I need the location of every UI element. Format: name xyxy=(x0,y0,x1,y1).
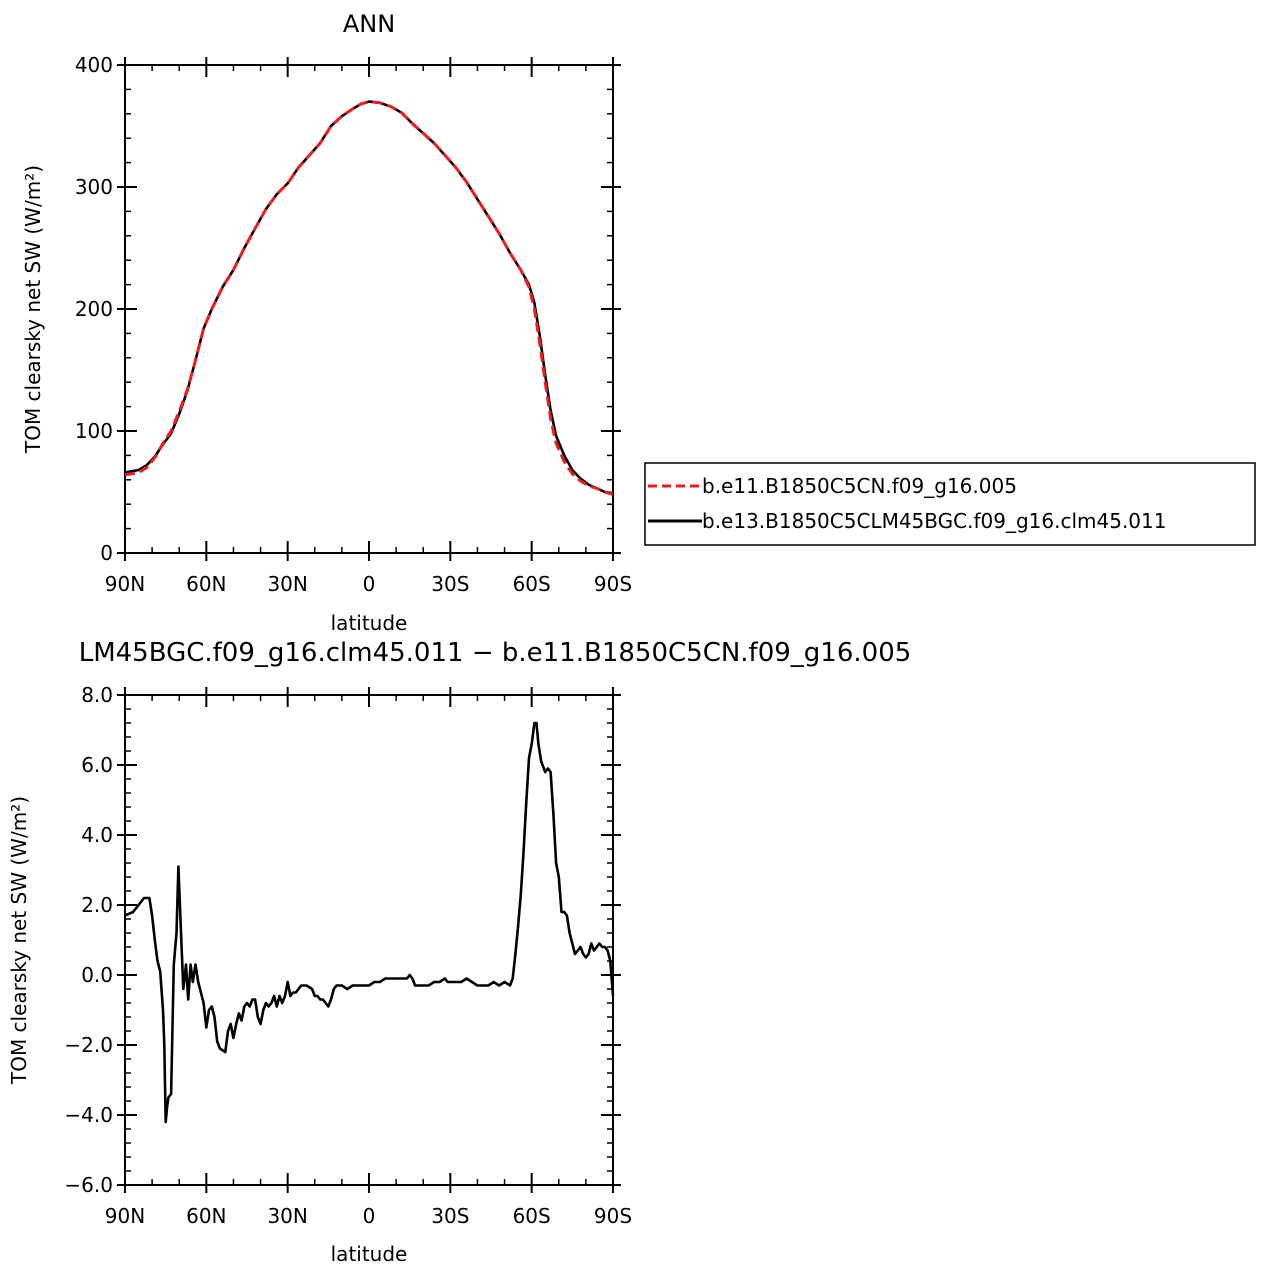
bottom-x-tick-label: 90N xyxy=(105,1204,145,1228)
top-y-tick-label: 400 xyxy=(75,53,113,77)
bottom-x-axis-label: latitude xyxy=(331,1242,408,1266)
bottom-x-axis: 90N 60N 30N 0 30S 60S 90S xyxy=(105,687,632,1228)
top-plot-frame xyxy=(124,64,614,554)
bottom-x-tick-label: 90S xyxy=(594,1204,632,1228)
bottom-y-tick-label: 0.0 xyxy=(81,963,113,987)
bottom-y-tick-label: −2.0 xyxy=(64,1033,113,1057)
top-x-tick-label: 90N xyxy=(105,572,145,596)
top-x-tick-label: 60N xyxy=(186,572,226,596)
bottom-y-tick-label: 6.0 xyxy=(81,753,113,777)
top-panel: ANN 0 100 200 300 400 90N 60N 30N 0 30S 60S 90S la… xyxy=(21,10,632,635)
top-x-tick-label: 0 xyxy=(363,572,376,596)
top-series-line-2 xyxy=(124,100,614,495)
top-x-axis-label: latitude xyxy=(331,611,408,635)
bottom-y-tick-label: 2.0 xyxy=(81,893,113,917)
bottom-y-tick-label: 8.0 xyxy=(81,683,113,707)
bottom-x-tick-label: 60S xyxy=(513,1204,551,1228)
top-x-tick-label: 60S xyxy=(513,572,551,596)
bottom-x-tick-label: 60N xyxy=(186,1204,226,1228)
top-y-tick-label: 200 xyxy=(75,297,113,321)
bottom-series-layer xyxy=(124,721,615,1124)
top-chart-title: ANN xyxy=(343,10,395,38)
bottom-panel: LM45BGC.f09_g16.clm45.011 − b.e11.B1850C… xyxy=(7,638,911,1266)
legend-box xyxy=(644,462,1256,546)
bottom-x-tick-label: 30S xyxy=(431,1204,469,1228)
top-x-tick-label: 30S xyxy=(431,572,469,596)
bottom-chart-title: LM45BGC.f09_g16.clm45.011 − b.e11.B1850C… xyxy=(79,638,912,668)
bottom-x-tick-label: 0 xyxy=(363,1204,376,1228)
legend-label-series-1: b.e11.B1850C5CN.f09_g16.005 xyxy=(702,474,1017,498)
top-x-tick-label: 90S xyxy=(594,572,632,596)
legend: b.e11.B1850C5CN.f09_g16.005 b.e13.B1850C… xyxy=(644,462,1256,546)
bottom-y-tick-label: −6.0 xyxy=(64,1173,113,1197)
bottom-y-axis-label: TOM clearsky net SW (W/m²) xyxy=(7,796,31,1085)
top-x-tick-label: 30N xyxy=(267,572,307,596)
top-y-axis: 0 100 200 300 400 xyxy=(75,53,621,565)
top-series-line-1 xyxy=(124,100,614,496)
bottom-plot-frame xyxy=(124,694,614,1186)
bottom-y-axis: −6.0 −4.0 −2.0 0.0 2.0 4.0 6.0 8.0 xyxy=(64,683,621,1197)
legend-label-series-2: b.e13.B1850C5CLM45BGC.f09_g16.clm45.011 xyxy=(702,509,1166,533)
bottom-series-line-1 xyxy=(124,721,615,1124)
bottom-y-tick-label: 4.0 xyxy=(81,823,113,847)
top-series-layer xyxy=(124,100,614,496)
bottom-x-tick-label: 30N xyxy=(267,1204,307,1228)
top-y-tick-label: 300 xyxy=(75,175,113,199)
top-y-tick-label: 100 xyxy=(75,419,113,443)
top-y-tick-label: 0 xyxy=(100,541,113,565)
bottom-y-tick-label: −4.0 xyxy=(64,1103,113,1127)
top-x-axis: 90N 60N 30N 0 30S 60S 90S xyxy=(105,57,632,596)
top-y-axis-label: TOM clearsky net SW (W/m²) xyxy=(21,165,45,454)
